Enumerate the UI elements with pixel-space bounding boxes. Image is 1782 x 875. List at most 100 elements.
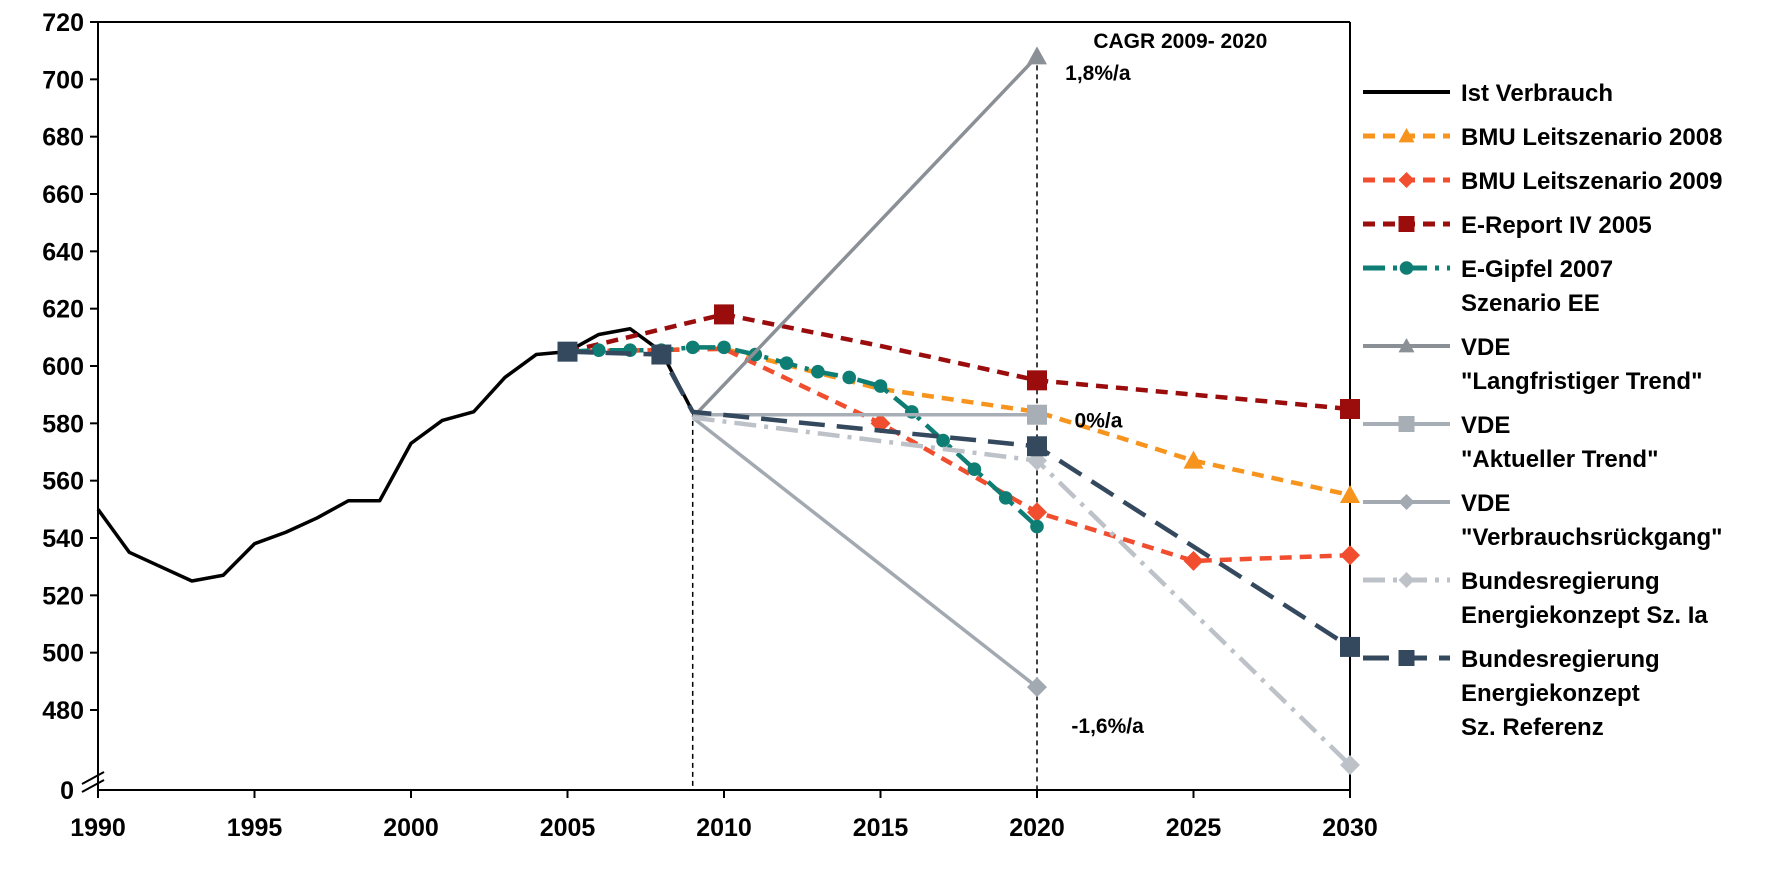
series-line-e-report-iv-2005 [566,312,1351,412]
legend-label-bundesregierung-energiekonzept-sz-referenz: Bundesregierung Energiekonzept Sz. Referen… [1461,646,1660,741]
legend-label-bmu-leitszenario-2009: BMU Leitszenario 2009 [1461,168,1722,195]
data-point-bundesregierung-energiekonzept-sz-ia-2030 [1340,755,1360,775]
x-tick-label: 1990 [70,814,126,842]
data-point-bmu-leitszenario-2008-2030 [1340,485,1360,503]
legend-label-line: Szenario EE [1461,290,1600,317]
series-line-ist-verbrauch [96,326,695,583]
data-point-e-gipfel-2007-szenario-ee-2017 [936,433,950,448]
legend-marker-bmu-leitszenario-2009 [1398,172,1415,188]
annotations-group: CAGR 2009- 2020 1,8%/a 0%/a -1,6%/a [1065,30,1267,738]
series-line-vde-langfristiger-trend [691,55,1039,419]
legend-label-line: E-Gipfel 2007 [1461,256,1613,283]
x-tick-label: 2010 [696,814,752,842]
data-point-bmu-leitszenario-2008-2025 [1183,450,1204,469]
series-group [96,46,1360,775]
x-tick-label: 2020 [1009,814,1065,842]
series-line-bundesregierung-energiekonzept-sz-ia [692,415,1352,767]
data-point-bmu-leitszenario-2009-2020 [1027,502,1047,523]
legend-label-line: "Langfristiger Trend" [1461,368,1702,395]
data-point-e-report-iv-2005-2010 [714,304,734,325]
series-line-bmu-leitszenario-2008 [567,346,1351,498]
annotation-rate-up: 1,8%/a [1065,62,1131,85]
data-point-vde-aktueller-trend-2020 [1027,404,1047,425]
data-point-e-report-iv-2005-2020 [1027,370,1047,391]
y-tick-label: 620 [42,296,84,324]
y-tick-label: 500 [42,640,84,668]
legend-label-line: "Verbrauchsrückgang" [1461,524,1723,551]
axis-break-mark [81,779,105,793]
series-line-vde-verbrauchsr-ckgang [691,416,1039,689]
legend-label-line: Energiekonzept Sz. Ia [1461,602,1708,629]
legend-marker-vde-langfristiger-trend [1398,338,1415,353]
legend-label-vde-aktueller-trend: VDE "Aktueller Trend" [1461,412,1658,473]
data-point-bundesregierung-energiekonzept-sz-referenz-2030 [1340,636,1360,657]
data-point-bundesregierung-energiekonzept-sz-referenz-2008 [651,344,672,365]
y-tick-label: 520 [42,582,84,610]
data-point-e-gipfel-2007-szenario-ee-2014 [842,370,856,385]
data-point-e-gipfel-2007-szenario-ee-2015 [873,379,888,393]
data-point-bmu-leitszenario-2009-2025 [1183,550,1204,571]
data-point-vde-verbrauchsr-ckgang-2020 [1027,677,1047,698]
y-tick-label: 600 [42,353,84,381]
y-tick-label: 680 [42,124,84,152]
legend-label-line: "Aktueller Trend" [1461,446,1658,473]
series-line-e-gipfel-2007-szenario-ee [567,345,1039,529]
data-point-e-gipfel-2007-szenario-ee-2018 [967,462,982,477]
legend-marker-bundesregierung-energiekonzept-sz-referenz [1398,650,1415,666]
y-tick-label: 660 [42,181,84,209]
legend-label-e-gipfel-2007-szenario-ee: E-Gipfel 2007 Szenario EE [1461,256,1613,317]
legend-label-e-report-iv-2005: E-Report IV 2005 [1461,212,1652,239]
legend-label-line: Bundesregierung [1461,646,1660,673]
data-point-e-gipfel-2007-szenario-ee-2019 [998,491,1013,505]
legend-label-line: VDE [1461,490,1510,517]
series-line-bundesregierung-energiekonzept-sz-referenz [567,349,1352,649]
x-tick-label: 2030 [1322,814,1378,842]
data-point-vde-langfristiger-trend-2020 [1027,46,1047,65]
data-point-bundesregierung-energiekonzept-sz-referenz-2005 [557,341,578,362]
legend-marker-bundesregierung-energiekonzept-sz-ia [1398,572,1415,588]
legend-label-line: Sz. Referenz [1461,714,1604,741]
data-point-bundesregierung-energiekonzept-sz-referenz-2020 [1027,436,1047,457]
legend-label-line: Bundesregierung [1461,568,1660,595]
legend-label-line: BMU Leitszenario 2009 [1461,168,1722,195]
y-tick-label: 720 [42,9,84,37]
y-tick-label: 580 [42,410,84,438]
legend-label-line: BMU Leitszenario 2008 [1461,124,1722,151]
legend-label-vde-verbrauchsr-ckgang: VDE "Verbrauchsrückgang" [1461,490,1723,551]
data-point-e-gipfel-2007-szenario-ee-2013 [811,364,825,379]
axis-break-mark [81,771,105,785]
legend-label-line: E-Report IV 2005 [1461,212,1652,239]
annotation-rate-flat: 0%/a [1075,409,1123,432]
x-tick-label: 2025 [1166,814,1222,842]
x-tick-label: 2000 [383,814,439,842]
legend-label-line: VDE [1461,334,1510,361]
axes-group: 480 500 520 540 560 580 600 620 640 660 680 700 720 0… [42,9,1378,842]
legend-marker-e-gipfel-2007-szenario-ee [1399,261,1414,275]
legend-label-bmu-leitszenario-2008: BMU Leitszenario 2008 [1461,124,1722,151]
legend-marker-bmu-leitszenario-2008 [1398,128,1415,143]
annotation-rate-down: -1,6%/a [1071,715,1144,738]
legend-label-ist-verbrauch: Ist Verbrauch [1461,80,1613,107]
y-tick-label-zero: 0 [60,777,74,805]
y-tick-label: 700 [42,66,84,94]
y-tick-label: 540 [42,525,84,553]
y-tick-label: 560 [42,468,84,496]
legend-marker-vde-verbrauchsr-ckgang [1398,494,1415,510]
data-point-e-gipfel-2007-szenario-ee-2009 [685,340,700,355]
x-tick-label: 1995 [227,814,283,842]
legend-marker-e-report-iv-2005 [1398,216,1415,232]
data-point-e-gipfel-2007-szenario-ee-2020 [1030,519,1044,534]
x-tick-label: 2015 [853,814,909,842]
x-tick-label: 2005 [540,814,596,842]
data-point-e-gipfel-2007-szenario-ee-2016 [905,405,919,419]
legend-group: Ist Verbrauch BMU Leitszenario 2008 BMU Le… [1363,80,1723,741]
legend-label-line: Ist Verbrauch [1461,80,1613,107]
legend-marker-vde-aktueller-trend [1398,416,1415,432]
data-point-e-gipfel-2007-szenario-ee-2010 [717,340,731,355]
data-point-e-report-iv-2005-2030 [1340,399,1360,419]
y-tick-label: 480 [42,697,84,725]
data-point-bmu-leitszenario-2009-2030 [1340,545,1360,566]
legend-label-line: Energiekonzept [1461,680,1640,707]
